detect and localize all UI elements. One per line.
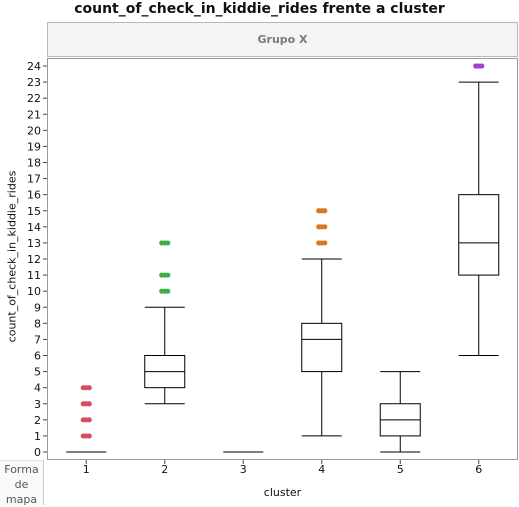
group-header: Grupo X: [47, 22, 518, 57]
plot-frame: [47, 58, 518, 460]
box-cluster-1: [66, 385, 107, 453]
outlier-point: [322, 240, 328, 246]
y-tick-label: 20: [27, 124, 41, 137]
y-tick-label: 0: [34, 446, 41, 459]
iqr-box: [458, 194, 500, 276]
x-tick-label: 5: [397, 463, 404, 476]
outlier-point: [86, 385, 92, 391]
y-tick-label: 14: [27, 221, 41, 234]
y-tick-label: 8: [34, 317, 41, 330]
chart-title: count_of_check_in_kiddie_rides frente a …: [74, 1, 445, 17]
outlier-point: [86, 401, 92, 407]
y-tick-label: 19: [27, 140, 41, 153]
y-tick-label: 23: [27, 76, 41, 89]
y-tick-label: 16: [27, 189, 41, 202]
outlier-point: [165, 240, 171, 246]
y-tick-label: 17: [27, 173, 41, 186]
y-tick-label: 13: [27, 237, 41, 250]
y-tick-label: 9: [34, 301, 41, 314]
box-cluster-6: [458, 63, 500, 356]
outlier-point: [322, 224, 328, 230]
group-header-label: Grupo X: [257, 33, 308, 46]
y-tick-label: 7: [34, 333, 41, 346]
iqr-box: [301, 322, 343, 373]
outlier-point: [86, 433, 92, 439]
y-tick-label: 22: [27, 92, 41, 105]
y-tick-label: 18: [27, 157, 41, 170]
x-axis-label: cluster: [264, 486, 302, 499]
y-tick-label: 5: [34, 366, 41, 379]
outlier-point: [165, 288, 171, 294]
y-tick-label: 11: [27, 269, 41, 282]
x-tick-label: 3: [240, 463, 247, 476]
x-tick-label: 1: [83, 463, 90, 476]
y-tick-label: 15: [27, 205, 41, 218]
x-tick-label: 6: [475, 463, 482, 476]
outlier-point: [479, 63, 485, 69]
y-tick-label: 10: [27, 285, 41, 298]
y-tick-label: 1: [34, 430, 41, 443]
box-cluster-5: [379, 371, 421, 453]
y-tick-label: 4: [34, 382, 41, 395]
y-tick-label: 21: [27, 108, 41, 121]
y-tick-label: 24: [27, 60, 41, 73]
outlier-point: [322, 208, 328, 214]
outlier-point: [86, 417, 92, 423]
y-tick-label: 6: [34, 350, 41, 363]
y-tick-label: 3: [34, 398, 41, 411]
x-tick-label: 4: [318, 463, 325, 476]
box-cluster-4: [301, 208, 343, 437]
map-shape-label: Forma de mapa: [4, 463, 39, 506]
x-tick-label: 2: [161, 463, 168, 476]
y-tick-label: 2: [34, 414, 41, 427]
y-tick-label: 12: [27, 253, 41, 266]
outlier-point: [165, 272, 171, 278]
map-shape-drop-zone[interactable]: Forma de mapa: [0, 460, 44, 506]
box-cluster-2: [144, 240, 186, 405]
